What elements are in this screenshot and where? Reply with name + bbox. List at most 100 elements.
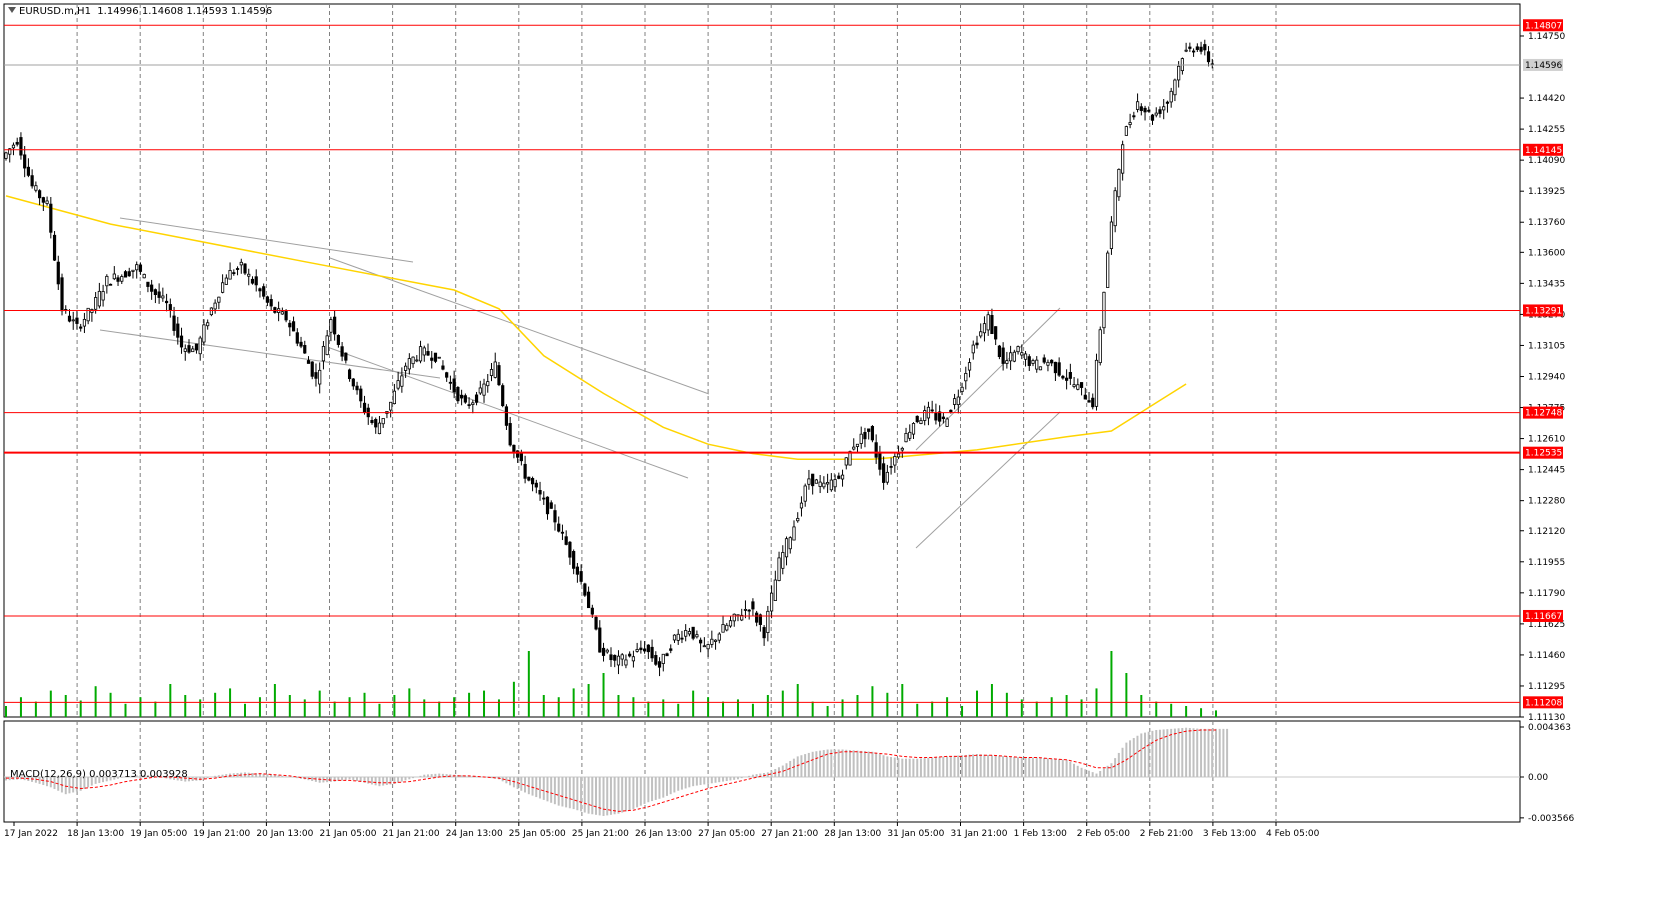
- y-tick-label: 1.11625: [1528, 620, 1565, 630]
- candle-body: [796, 518, 800, 522]
- y-tick-label: 1.13925: [1528, 187, 1565, 197]
- candle-body: [172, 315, 176, 331]
- candle-body: [766, 610, 770, 633]
- candle-body: [762, 627, 766, 639]
- candle-body: [97, 290, 101, 307]
- macd-signal-line: [6, 729, 1216, 812]
- candle-body: [560, 531, 565, 534]
- candle-body: [1042, 357, 1046, 363]
- candle-body: [127, 271, 131, 277]
- symbol-header: EURUSD.m,H1 1.14996 1.14608 1.14593 1.14…: [8, 6, 272, 17]
- candle-body: [840, 474, 845, 480]
- candle-body: [1165, 101, 1170, 104]
- candle-body: [508, 423, 512, 446]
- candle-body: [142, 273, 146, 279]
- candle-body: [1061, 375, 1065, 379]
- candle-body: [915, 415, 919, 423]
- candle-body: [41, 197, 45, 203]
- candle-body: [777, 557, 781, 581]
- candle-body: [418, 346, 423, 362]
- macd-header: MACD(12,26,9) 0.003713 0.003928: [10, 769, 188, 780]
- candle-body: [1001, 347, 1005, 364]
- candle-body: [403, 365, 408, 371]
- candle-body: [982, 323, 987, 334]
- candle-body: [643, 648, 647, 652]
- candle-body: [120, 276, 124, 282]
- candle-body: [407, 358, 411, 370]
- candle-body: [146, 281, 150, 287]
- candle-body: [179, 335, 184, 348]
- candle-body: [471, 402, 475, 405]
- x-tick-label: 24 Jan 13:00: [446, 829, 503, 839]
- candle-body: [672, 634, 677, 641]
- candle-body: [224, 277, 228, 285]
- candle-body: [1008, 352, 1013, 362]
- candle-body: [938, 411, 942, 422]
- x-tick-label: 28 Jan 13:00: [824, 829, 881, 839]
- candle-body: [631, 656, 636, 662]
- y-tick-label: 1.14090: [1528, 156, 1565, 166]
- candle-body: [530, 478, 535, 485]
- candle-body: [639, 647, 643, 651]
- candle-body: [1072, 384, 1076, 387]
- candle-body: [1150, 114, 1155, 121]
- candle-body: [433, 352, 438, 362]
- candle-body: [265, 296, 270, 303]
- macd-pane-border: [3, 720, 1521, 823]
- level-label: 1.12748: [1525, 409, 1562, 419]
- candle-body: [1057, 362, 1061, 376]
- y-tick-label: 1.13105: [1528, 341, 1565, 351]
- candle-body: [1162, 106, 1166, 111]
- candle-body: [168, 304, 172, 311]
- candle-body: [456, 386, 460, 402]
- y-tick-label: 1.14420: [1528, 94, 1565, 104]
- x-tick-label: 19 Jan 21:00: [193, 829, 250, 839]
- candle-body: [135, 264, 139, 271]
- candle-body: [904, 433, 908, 443]
- candle-body: [960, 386, 964, 392]
- candle-body: [228, 270, 232, 280]
- x-tick-label: 1 Feb 13:00: [1014, 829, 1068, 839]
- candle-body: [1188, 46, 1192, 49]
- candle-body: [997, 345, 1001, 358]
- candle-body: [728, 620, 733, 627]
- candle-body: [896, 453, 901, 458]
- trend-channel-line: [329, 257, 710, 395]
- candle-body: [381, 418, 385, 425]
- candle-body: [1173, 79, 1177, 96]
- candle-body: [392, 390, 396, 405]
- candle-body: [370, 420, 374, 424]
- candle-body: [123, 271, 128, 278]
- candle-body: [232, 272, 236, 275]
- candle-body: [784, 538, 789, 558]
- candle-body: [882, 463, 886, 483]
- candle-body: [8, 148, 12, 155]
- candle-body: [863, 432, 867, 440]
- y-tick-label: 1.14750: [1528, 32, 1565, 42]
- y-tick-label: 1.13435: [1528, 279, 1565, 289]
- candle-body: [79, 326, 83, 329]
- candle-body: [751, 601, 755, 610]
- candle-body: [295, 332, 299, 344]
- candle-body: [463, 395, 467, 403]
- candle-body: [956, 396, 960, 406]
- candle-body: [669, 648, 673, 651]
- candle-body: [1121, 144, 1125, 174]
- level-label: 1.14807: [1525, 21, 1562, 31]
- y-tick-label: 1.13760: [1528, 218, 1565, 228]
- candle-body: [415, 359, 419, 362]
- symbol-label: EURUSD.m,H1: [19, 6, 91, 17]
- candle-body: [964, 372, 968, 382]
- candle-body: [45, 200, 49, 204]
- level-label-bg: [1523, 19, 1563, 32]
- candle-body: [990, 315, 994, 335]
- candle-body: [1184, 49, 1188, 52]
- candle-body: [460, 394, 464, 399]
- candle-body: [702, 645, 706, 648]
- dropdown-triangle-icon[interactable]: [8, 7, 16, 13]
- candle-body: [1087, 400, 1091, 403]
- candle-body: [1113, 190, 1117, 227]
- candle-body: [441, 365, 445, 370]
